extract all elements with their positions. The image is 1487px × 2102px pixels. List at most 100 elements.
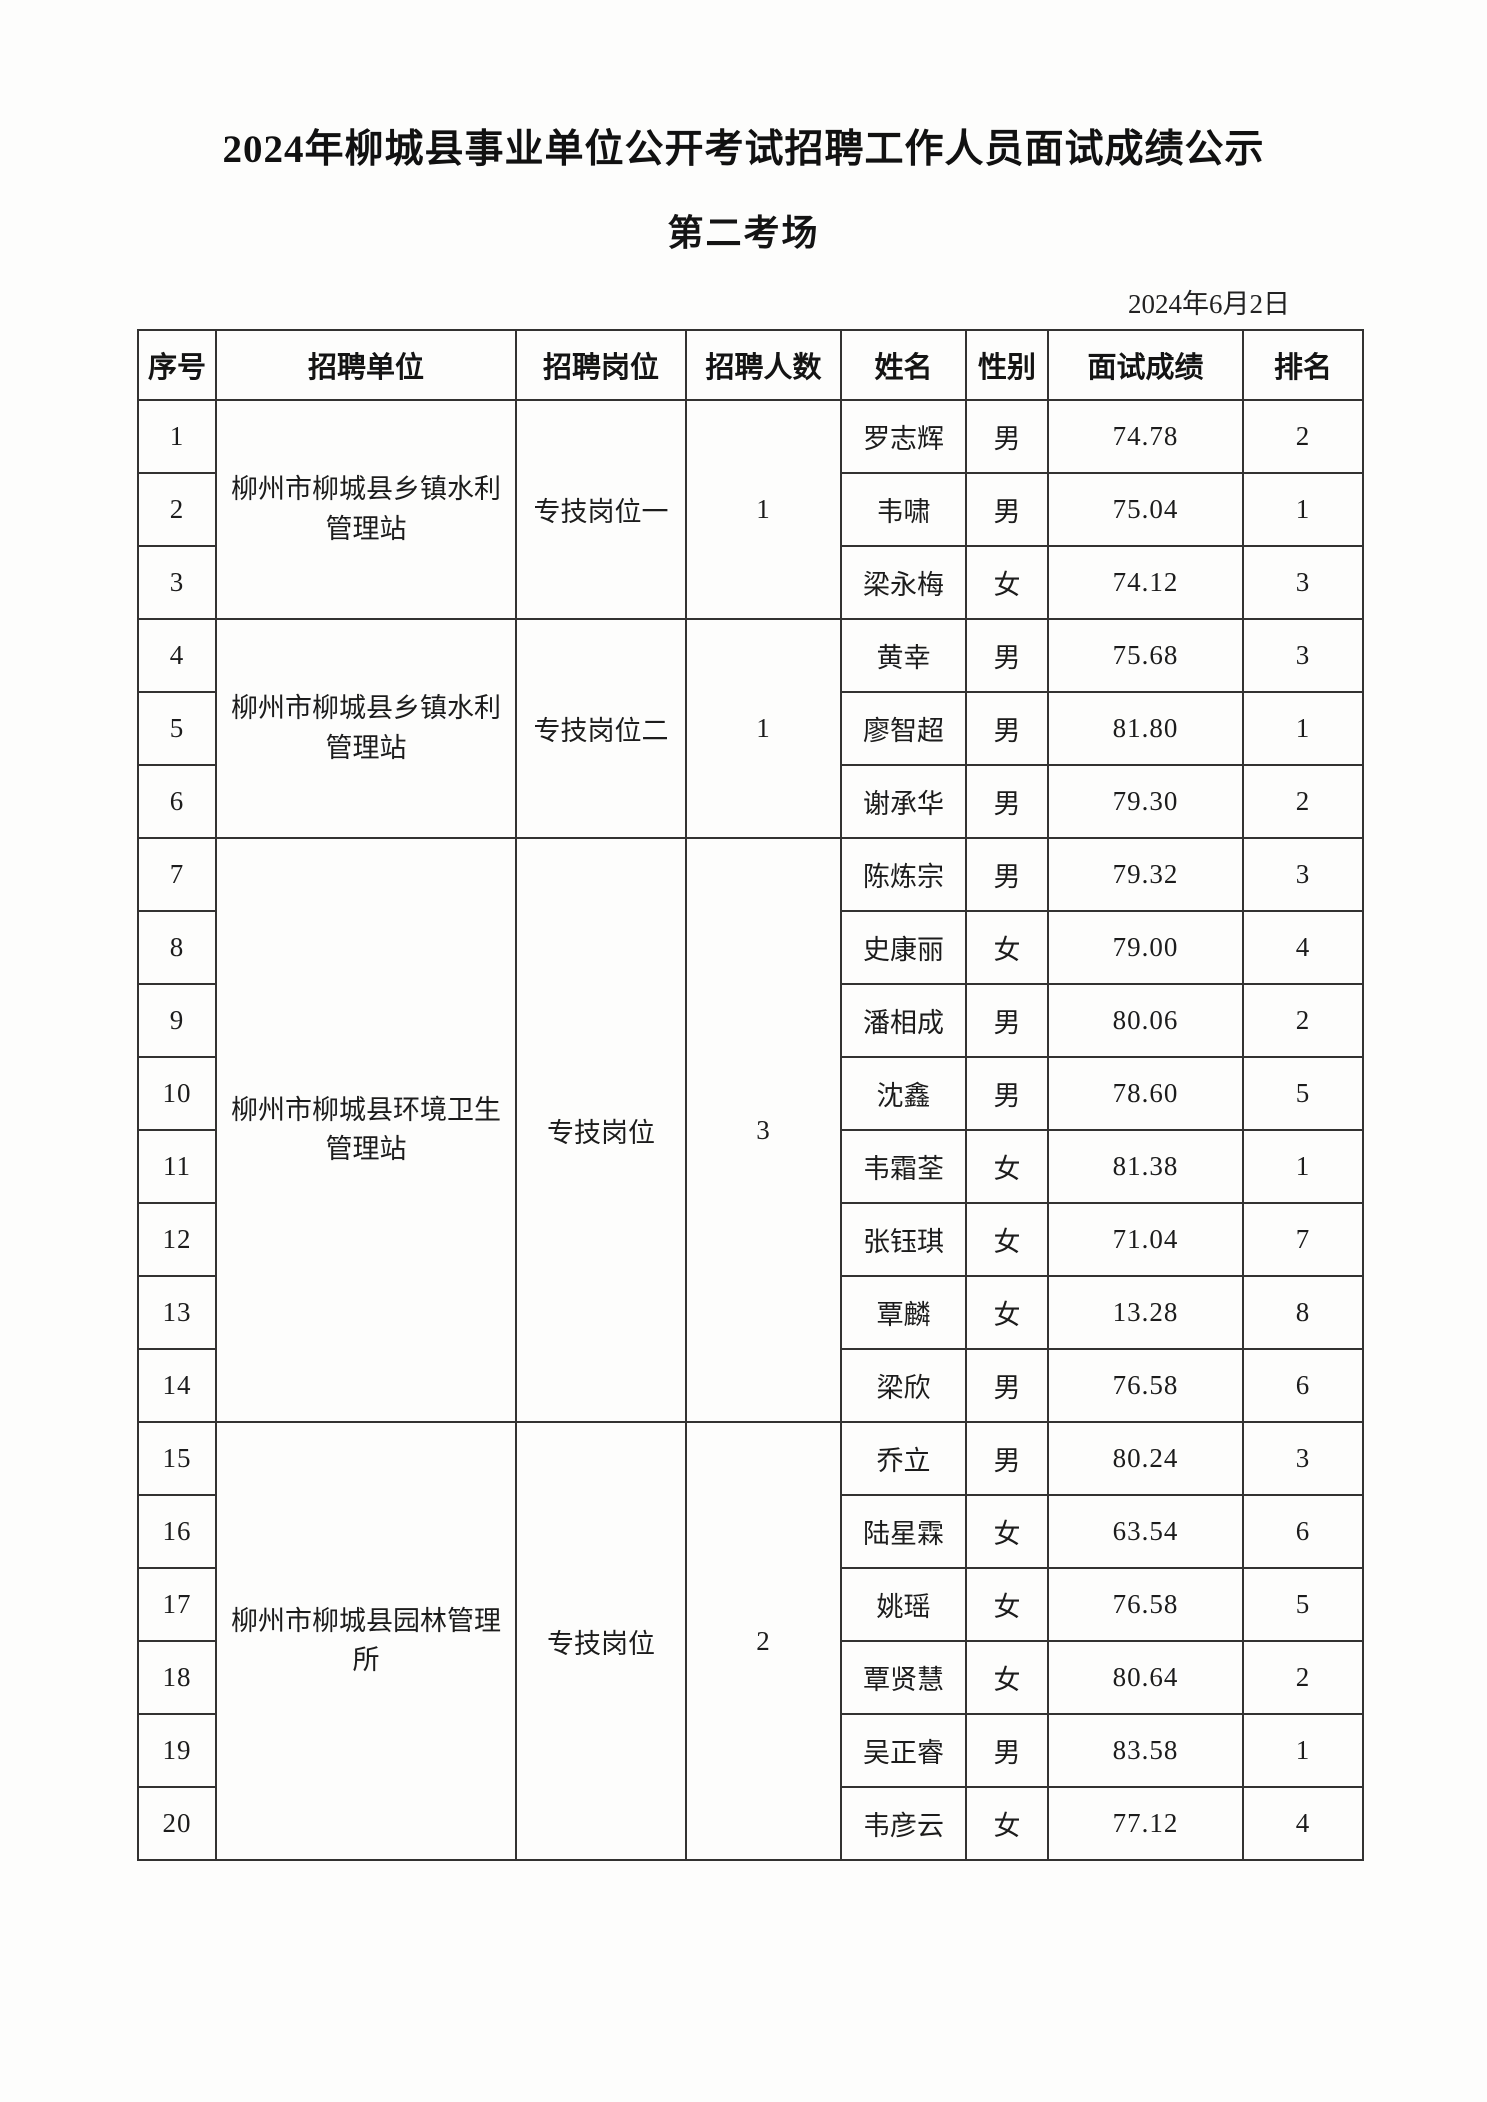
cell-gender: 男 xyxy=(965,691,1049,766)
cell-no: 8 xyxy=(137,910,217,985)
cell-rank: 1 xyxy=(1242,472,1364,547)
table-header: 序号 招聘单位 招聘岗位 招聘人数 姓名 性别 面试成绩 排名 xyxy=(137,329,1364,401)
cell-gender: 男 xyxy=(965,1713,1049,1788)
cell-score: 13.28 xyxy=(1047,1275,1244,1350)
cell-no: 9 xyxy=(137,983,217,1058)
column-header-score: 面试成绩 xyxy=(1047,329,1244,401)
cell-no: 19 xyxy=(137,1713,217,1788)
table-row: 7 柳州市柳城县环境卫生管理站 专技岗位 3 陈炼宗男 79.32 3 xyxy=(137,837,1364,1423)
cell-name: 廖智超 xyxy=(840,691,967,766)
cell-rank: 8 xyxy=(1242,1275,1364,1350)
column-header-position: 招聘岗位 xyxy=(515,329,687,401)
cell-score: 78.60 xyxy=(1047,1056,1244,1131)
document-title: 2024年柳城县事业单位公开考试招聘工作人员面试成绩公示 xyxy=(222,128,1265,171)
cell-name: 梁永梅 xyxy=(840,545,967,620)
cell-score: 71.04 xyxy=(1047,1202,1244,1277)
cell-score: 79.32 xyxy=(1047,837,1244,912)
table-header-row: 序号 招聘单位 招聘岗位 招聘人数 姓名 性别 面试成绩 排名 xyxy=(137,329,1364,401)
document-subtitle: 第二考场 xyxy=(667,213,820,253)
cell-rank: 4 xyxy=(1242,910,1364,985)
cell-no: 1 xyxy=(137,399,217,474)
table-row: 6 谢承华男 79.30 2 xyxy=(137,764,1364,839)
cell-recruit-count: 2 xyxy=(685,1421,842,1861)
table-row: 11 韦霜荃女 81.38 1 xyxy=(137,1129,1364,1204)
cell-score: 75.04 xyxy=(1047,472,1244,547)
cell-no: 20 xyxy=(137,1786,217,1861)
cell-no: 3 xyxy=(137,545,217,620)
cell-rank: 2 xyxy=(1242,399,1364,474)
cell-position: 专技岗位二 xyxy=(515,618,687,839)
cell-score: 79.00 xyxy=(1047,910,1244,985)
cell-gender: 男 xyxy=(965,472,1049,547)
cell-rank: 6 xyxy=(1242,1494,1364,1569)
cell-unit: 柳州市柳城县园林管理所 xyxy=(215,1421,517,1861)
cell-gender: 女 xyxy=(965,1640,1049,1715)
cell-gender: 男 xyxy=(965,618,1049,693)
cell-recruit-count: 1 xyxy=(685,399,842,620)
cell-name: 黄幸 xyxy=(840,618,967,693)
table-row: 20 韦彦云女 77.12 4 xyxy=(137,1786,1364,1861)
cell-rank: 5 xyxy=(1242,1056,1364,1131)
column-header-rank: 排名 xyxy=(1242,329,1364,401)
column-header-unit: 招聘单位 xyxy=(215,329,517,401)
cell-recruit-count: 3 xyxy=(685,837,842,1423)
cell-gender: 女 xyxy=(965,1202,1049,1277)
table-row: 19 吴正睿男 83.58 1 xyxy=(137,1713,1364,1788)
column-header-gender: 性别 xyxy=(965,329,1049,401)
cell-no: 16 xyxy=(137,1494,217,1569)
table-row: 4 柳州市柳城县乡镇水利管理站 专技岗位二 1 黄幸男 75.68 3 xyxy=(137,618,1364,839)
cell-gender: 女 xyxy=(965,1275,1049,1350)
interview-score-table: 序号 招聘单位 招聘岗位 招聘人数 姓名 性别 面试成绩 排名 1 柳州市柳城县乡镇水利管理站专… xyxy=(137,329,1364,1861)
cell-name: 韦彦云 xyxy=(840,1786,967,1861)
table-row: 5 廖智超男 81.80 1 xyxy=(137,691,1364,766)
table-row: 13 覃麟女 13.28 8 xyxy=(137,1275,1364,1350)
cell-no: 10 xyxy=(137,1056,217,1131)
cell-name: 吴正睿 xyxy=(840,1713,967,1788)
cell-name: 沈鑫 xyxy=(840,1056,967,1131)
cell-no: 5 xyxy=(137,691,217,766)
cell-name: 姚瑶 xyxy=(840,1567,967,1642)
cell-gender: 男 xyxy=(965,837,1049,912)
cell-no: 13 xyxy=(137,1275,217,1350)
cell-score: 81.80 xyxy=(1047,691,1244,766)
column-header-name: 姓名 xyxy=(840,329,967,401)
table-row: 9 潘相成男 80.06 2 xyxy=(137,983,1364,1058)
table-row: 10 沈鑫男 78.60 5 xyxy=(137,1056,1364,1131)
cell-rank: 4 xyxy=(1242,1786,1364,1861)
cell-score: 74.12 xyxy=(1047,545,1244,620)
cell-gender: 男 xyxy=(965,1421,1049,1496)
cell-no: 14 xyxy=(137,1348,217,1423)
cell-recruit-count: 1 xyxy=(685,618,842,839)
table-row: 17 姚瑶女 76.58 5 xyxy=(137,1567,1364,1642)
cell-unit: 柳州市柳城县乡镇水利管理站 xyxy=(215,399,517,620)
table-row: 15 柳州市柳城县园林管理所 专技岗位 2 乔立男 80.24 3 xyxy=(137,1421,1364,1861)
column-header-count: 招聘人数 xyxy=(685,329,842,401)
cell-no: 12 xyxy=(137,1202,217,1277)
cell-unit: 柳州市柳城县环境卫生管理站 xyxy=(215,837,517,1423)
cell-rank: 2 xyxy=(1242,983,1364,1058)
cell-gender: 男 xyxy=(965,983,1049,1058)
cell-score: 63.54 xyxy=(1047,1494,1244,1569)
cell-score: 80.64 xyxy=(1047,1640,1244,1715)
cell-no: 6 xyxy=(137,764,217,839)
table-row: 3 梁永梅女 74.12 3 xyxy=(137,545,1364,620)
table-body: 1 柳州市柳城县乡镇水利管理站 专技岗位一 1 罗志辉男 74.78 2 2 韦啸男 75.04 1… xyxy=(137,399,1364,1861)
date-row: 2024年6月2日 xyxy=(137,282,1362,321)
cell-name: 史康丽 xyxy=(840,910,967,985)
cell-gender: 男 xyxy=(965,764,1049,839)
cell-score: 80.24 xyxy=(1047,1421,1244,1496)
cell-gender: 男 xyxy=(965,399,1049,474)
cell-no: 18 xyxy=(137,1640,217,1715)
cell-score: 81.38 xyxy=(1047,1129,1244,1204)
cell-name: 潘相成 xyxy=(840,983,967,1058)
cell-name: 张钰琪 xyxy=(840,1202,967,1277)
cell-no: 7 xyxy=(137,837,217,912)
cell-gender: 女 xyxy=(965,1786,1049,1861)
cell-name: 乔立 xyxy=(840,1421,967,1496)
table-row: 16 陆星霖女 63.54 6 xyxy=(137,1494,1364,1569)
cell-gender: 女 xyxy=(965,1494,1049,1569)
cell-rank: 3 xyxy=(1242,837,1364,912)
cell-score: 79.30 xyxy=(1047,764,1244,839)
column-header-no: 序号 xyxy=(137,329,217,401)
